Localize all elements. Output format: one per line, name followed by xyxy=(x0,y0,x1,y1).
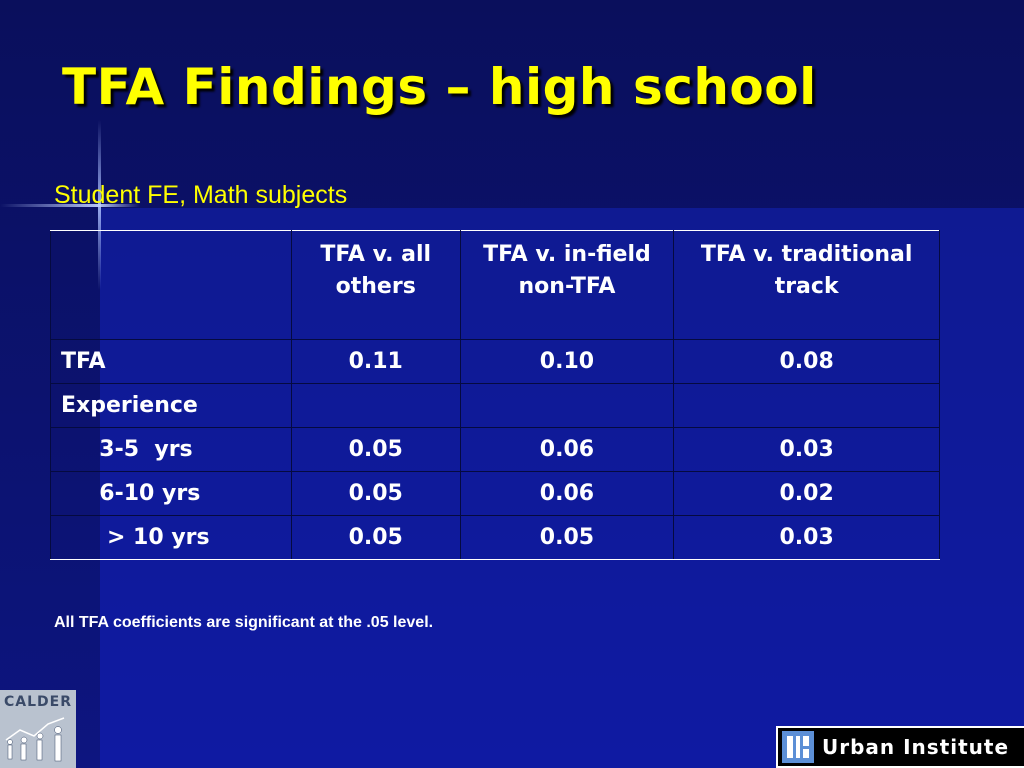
table-header-cell: TFA v. all others xyxy=(290,230,461,340)
table-row: Experience xyxy=(50,383,940,428)
table-row: > 10 yrs 0.05 0.05 0.03 xyxy=(50,515,940,560)
table-header-cell: TFA v. traditional track xyxy=(673,230,940,340)
calder-logo-text: CALDER xyxy=(4,694,72,710)
table-cell xyxy=(459,383,675,428)
urban-institute-logo: Urban Institute xyxy=(776,726,1024,768)
row-label: 6-10 yrs xyxy=(50,471,292,516)
table-cell: 0.05 xyxy=(290,471,461,516)
table-cell xyxy=(290,383,461,428)
table-header-row: TFA v. all others TFA v. in-field non-TF… xyxy=(50,230,940,340)
slide-subtitle: Student FE, Math subjects xyxy=(54,181,348,209)
slide-title: TFA Findings – high school xyxy=(62,58,817,116)
urban-institute-mark-icon xyxy=(782,731,814,763)
results-table: TFA v. all others TFA v. in-field non-TF… xyxy=(50,230,940,560)
table-cell: 0.03 xyxy=(673,515,940,560)
table-cell: 0.05 xyxy=(290,427,461,472)
footnote: All TFA coefficients are significant at … xyxy=(54,614,434,631)
row-label: Experience xyxy=(50,383,292,428)
table-row: TFA 0.11 0.10 0.08 xyxy=(50,339,940,384)
table-cell: 0.10 xyxy=(459,339,675,384)
calder-logo: CALDER xyxy=(0,690,76,768)
row-label: > 10 yrs xyxy=(50,515,292,560)
table-cell: 0.06 xyxy=(459,471,675,516)
urban-institute-logo-text: Urban Institute xyxy=(822,735,1010,759)
table-header-cell: TFA v. in-field non-TFA xyxy=(459,230,675,340)
table-cell: 0.05 xyxy=(459,515,675,560)
decorative-horizontal-line xyxy=(0,204,140,207)
table-row: 3-5 yrs 0.05 0.06 0.03 xyxy=(50,427,940,472)
table-cell xyxy=(673,383,940,428)
table-cell: 0.03 xyxy=(673,427,940,472)
table-header-cell xyxy=(50,230,292,340)
table-cell: 0.08 xyxy=(673,339,940,384)
table-cell: 0.06 xyxy=(459,427,675,472)
evolution-figures-icon xyxy=(5,717,65,762)
table-row: 6-10 yrs 0.05 0.06 0.02 xyxy=(50,471,940,516)
table-cell: 0.11 xyxy=(290,339,461,384)
row-label: 3-5 yrs xyxy=(50,427,292,472)
table-cell: 0.05 xyxy=(290,515,461,560)
row-label: TFA xyxy=(50,339,292,384)
table-cell: 0.02 xyxy=(673,471,940,516)
